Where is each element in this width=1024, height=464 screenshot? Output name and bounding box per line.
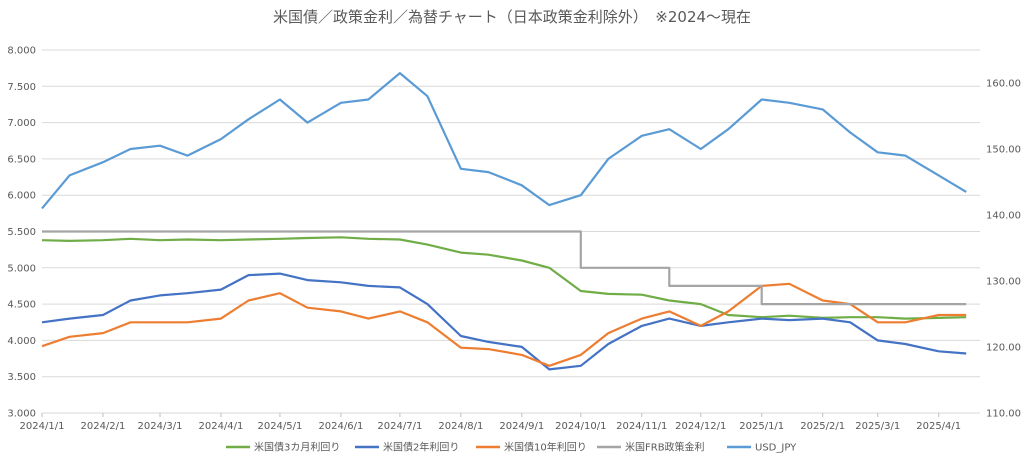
x-tick-label: 2025/3/1 (855, 421, 900, 432)
y-right-tick-label: 160.00 (986, 79, 1021, 90)
y-left-tick-label: 7.000 (7, 118, 36, 129)
x-tick-label: 2024/3/1 (138, 421, 183, 432)
x-tick-label: 2024/11/1 (616, 421, 667, 432)
legend-label: 米国債3カ月利回り (254, 441, 340, 454)
x-tick-label: 2024/4/1 (198, 421, 243, 432)
legend-label: 米国FRB政策金利 (625, 441, 705, 454)
legend-label: 米国債10年利回り (504, 441, 587, 454)
x-tick-label: 2024/6/1 (318, 421, 363, 432)
x-axis: 2024/1/1 2024/2/1 2024/3/1 2024/4/1 2024/5/1… (20, 413, 961, 432)
x-tick-label: 2024/9/1 (499, 421, 544, 432)
y-right-tick-label: 110.00 (986, 409, 1021, 420)
x-tick-label: 2025/2/1 (800, 421, 845, 432)
x-tick-label: 2024/2/1 (80, 421, 125, 432)
y-right-tick-label: 130.00 (986, 277, 1021, 288)
y-axis-right: 110.00 120.00 130.00 140.00 150.00 160.00 (986, 79, 1021, 420)
x-tick-label: 2024/12/1 (675, 421, 726, 432)
y-left-tick-label: 4.500 (7, 300, 36, 311)
y-left-tick-label: 3.500 (7, 372, 36, 383)
series-lines (41, 72, 967, 371)
y-axis-left: 3.000 3.500 4.000 4.500 5.000 5.500 6.000 6.500… (7, 46, 36, 420)
x-tick-label: 2024/1/1 (20, 421, 65, 432)
y-right-tick-label: 140.00 (986, 211, 1021, 222)
y-left-tick-label: 3.000 (7, 409, 36, 420)
x-tick-label: 2024/8/1 (438, 421, 483, 432)
legend-label: 米国債2年利回り (383, 441, 459, 454)
series-line-4 (41, 72, 967, 210)
x-tick-label: 2024/5/1 (257, 421, 302, 432)
y-left-tick-label: 8.000 (7, 46, 36, 57)
y-right-tick-label: 150.00 (986, 145, 1021, 156)
series-line-2 (41, 282, 967, 367)
y-right-tick-label: 120.00 (986, 343, 1021, 354)
legend-label: USD_JPY (755, 443, 797, 454)
series-line-0 (41, 236, 967, 320)
y-left-tick-label: 5.500 (7, 227, 36, 238)
y-left-tick-label: 6.500 (7, 154, 36, 165)
series-line-3 (42, 230, 967, 306)
chart-title: 米国債／政策金利／為替チャート（日本政策金利除外） ※2024～現在 (273, 8, 751, 26)
legend: 米国債3カ月利回り 米国債2年利回り 米国債10年利回り 米国FRB政策金利 USD_J… (226, 441, 797, 454)
x-tick-label: 2024/10/1 (555, 421, 606, 432)
series-line-1 (41, 272, 967, 371)
y-left-tick-label: 6.000 (7, 191, 36, 202)
x-tick-label: 2025/4/1 (916, 421, 961, 432)
y-left-tick-label: 7.500 (7, 82, 36, 93)
y-left-tick-label: 5.000 (7, 263, 36, 274)
x-tick-label: 2025/1/1 (739, 421, 784, 432)
x-tick-label: 2024/7/1 (377, 421, 422, 432)
y-left-tick-label: 4.000 (7, 336, 36, 347)
